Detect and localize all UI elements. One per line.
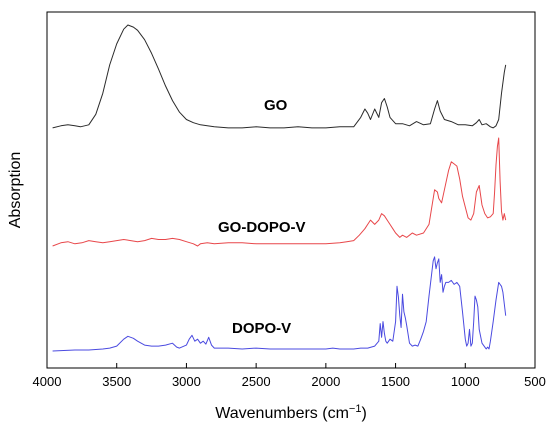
x-tick-label-500: 500 (524, 374, 546, 389)
x-axis-title-superscript: −1 (349, 403, 362, 415)
series-layer (52, 24, 507, 352)
x-tick-label-3500: 3500 (102, 374, 131, 389)
x-axis-title-tail: ) (361, 405, 366, 422)
x-tick-label-3000: 3000 (172, 374, 201, 389)
x-axis-tick-labels: 4000 3500 3000 2500 2000 1500 1000 500 (33, 374, 546, 389)
x-tick-label-4000: 4000 (33, 374, 62, 389)
plot-frame (46, 11, 536, 369)
x-tick-label-1500: 1500 (381, 374, 410, 389)
x-axis-ticks (46, 363, 536, 368)
series-line-dopo-v (52, 256, 507, 352)
series-label-go: GO (264, 97, 288, 114)
y-axis-title: Absorption (7, 152, 24, 229)
series-label-go-dopo-v: GO-DOPO-V (218, 219, 306, 236)
x-tick-label-1000: 1000 (451, 374, 480, 389)
series-line-go (52, 24, 507, 129)
x-axis-title: Wavenumbers (cm−1) (215, 403, 367, 422)
x-tick-label-2000: 2000 (311, 374, 340, 389)
series-line-go-dopo-v (52, 137, 507, 247)
x-tick-label-2500: 2500 (242, 374, 271, 389)
series-label-dopo-v: DOPO-V (232, 320, 291, 337)
